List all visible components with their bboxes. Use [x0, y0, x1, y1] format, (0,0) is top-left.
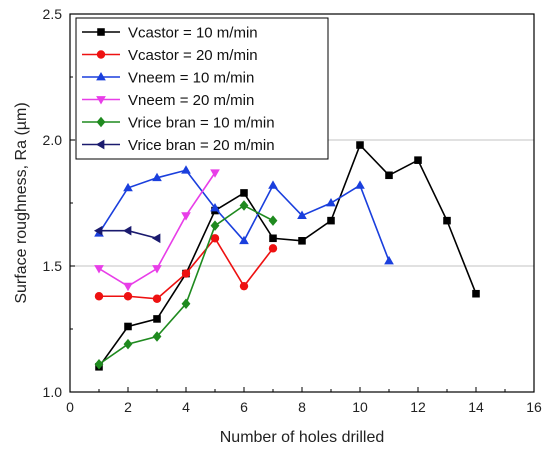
data-point	[268, 244, 278, 253]
legend-marker	[96, 50, 106, 59]
data-point	[152, 172, 162, 182]
legend-entry: Vcastor = 20 m/min	[82, 47, 258, 64]
y-tick-label: 1.5	[43, 258, 63, 274]
data-point	[385, 171, 393, 180]
legend-entry: Vneem = 20 m/min	[82, 92, 254, 109]
data-point	[124, 322, 132, 331]
y-tick-label: 2.5	[43, 6, 63, 22]
legend-label: Vcastor = 10 m/min	[128, 25, 258, 42]
data-point	[94, 359, 104, 370]
data-point	[239, 200, 249, 211]
x-tick-label: 10	[352, 399, 368, 415]
data-point	[356, 141, 364, 149]
data-point	[240, 189, 248, 197]
data-point	[355, 180, 365, 189]
data-point	[152, 294, 162, 303]
y-tick-label: 2.0	[43, 132, 63, 148]
series-1	[95, 141, 480, 371]
series-line	[98, 143, 477, 368]
data-point	[269, 234, 277, 243]
y-tick-label: 1.0	[43, 384, 63, 400]
data-point	[210, 220, 220, 231]
data-point	[122, 225, 132, 236]
data-point	[210, 234, 220, 243]
data-point	[181, 298, 191, 310]
series-5	[94, 200, 278, 370]
x-tick-label: 0	[66, 399, 74, 415]
legend-box	[75, 17, 329, 160]
series-layer	[93, 141, 480, 371]
x-tick-label: 4	[182, 399, 190, 415]
legend-label: Vrice bran = 20 m/min	[128, 137, 275, 154]
x-tick-label: 8	[298, 399, 306, 415]
legend-marker	[96, 116, 106, 128]
data-point	[268, 215, 278, 226]
axis-ticks: 0 2 4 6 8 10 12 14 16 1.0 1.5 2.0 2.5	[43, 6, 542, 415]
legend-marker	[96, 71, 106, 81]
data-point	[94, 265, 104, 274]
data-point	[297, 210, 307, 219]
data-point	[152, 265, 162, 274]
data-point	[123, 182, 133, 192]
x-tick-label: 14	[468, 399, 484, 415]
data-point	[326, 197, 336, 207]
data-point	[151, 233, 161, 244]
legend-entry: Vrice bran = 10 m/min	[82, 115, 275, 132]
data-point	[152, 331, 162, 342]
data-point	[181, 269, 191, 278]
legend-entry: Vneem = 10 m/min	[82, 70, 254, 87]
data-point	[298, 237, 306, 245]
legend-label: Vneem = 10 m/min	[128, 70, 254, 87]
data-point	[210, 169, 220, 178]
x-tick-label: 12	[410, 399, 426, 415]
series-line	[99, 236, 274, 300]
series-4	[94, 169, 220, 292]
legend-marker	[96, 96, 106, 105]
series-3	[94, 165, 394, 265]
data-point	[181, 165, 191, 174]
data-point	[123, 292, 133, 301]
legend-label: Vcastor = 20 m/min	[128, 47, 258, 64]
data-point	[384, 255, 394, 265]
data-point	[239, 281, 249, 291]
x-tick-label: 2	[124, 399, 132, 415]
legend-entry: Vcastor = 10 m/min	[82, 25, 258, 42]
data-point	[268, 180, 278, 189]
data-point	[93, 225, 103, 236]
data-point	[239, 235, 249, 245]
x-axis-title: Number of holes drilled	[220, 429, 385, 446]
data-point	[443, 216, 451, 225]
data-point	[123, 282, 133, 292]
series-6	[93, 225, 161, 244]
data-point	[327, 216, 335, 225]
data-point	[181, 212, 191, 221]
x-tick-label: 16	[526, 399, 542, 415]
series-2	[94, 234, 278, 303]
legend: Vcastor = 10 m/min Vcastor = 20 m/min Vnee…	[75, 17, 329, 160]
legend-label: Vrice bran = 10 m/min	[128, 115, 275, 132]
y-axis-title: Surface roughness, Ra (µm)	[13, 102, 30, 303]
legend-marker	[97, 28, 105, 36]
data-point	[94, 292, 104, 301]
data-point	[414, 156, 422, 164]
legend-entry: Vrice bran = 20 m/min	[82, 137, 275, 154]
x-tick-label: 6	[240, 399, 248, 415]
data-point	[153, 315, 161, 323]
data-point	[123, 338, 133, 350]
legend-marker	[95, 139, 105, 150]
legend-label: Vneem = 20 m/min	[128, 92, 254, 109]
data-point	[472, 289, 480, 298]
data-point	[210, 203, 220, 212]
